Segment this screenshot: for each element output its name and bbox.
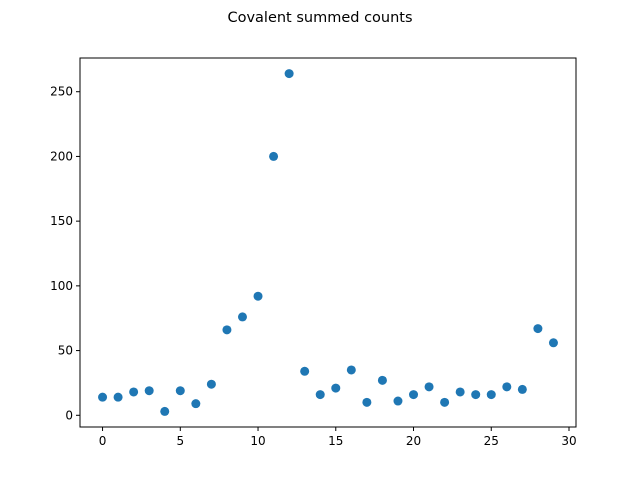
data-point bbox=[517, 384, 527, 394]
x-tick-label: 30 bbox=[561, 434, 576, 448]
y-tick-label: 100 bbox=[50, 279, 73, 293]
y-tick-label: 50 bbox=[58, 344, 73, 358]
data-point bbox=[486, 390, 496, 400]
data-point bbox=[440, 397, 450, 407]
x-axis: 0 5 10 15 20 25 30 bbox=[99, 427, 577, 448]
y-tick-label: 250 bbox=[50, 85, 73, 99]
y-tick-label: 200 bbox=[50, 149, 73, 163]
data-point bbox=[393, 396, 403, 406]
data-point bbox=[300, 366, 310, 376]
x-tick-label: 10 bbox=[250, 434, 265, 448]
plot-area bbox=[79, 57, 577, 428]
data-point bbox=[315, 390, 325, 400]
x-tick-label: 25 bbox=[484, 434, 499, 448]
data-points bbox=[98, 69, 558, 416]
data-point bbox=[191, 399, 201, 409]
data-point bbox=[144, 386, 154, 396]
data-point bbox=[222, 325, 232, 335]
y-tick-label: 0 bbox=[65, 408, 73, 422]
data-point bbox=[284, 69, 294, 79]
data-point bbox=[409, 390, 419, 400]
y-tick-label: 150 bbox=[50, 214, 73, 228]
data-point bbox=[346, 365, 356, 375]
data-point bbox=[113, 392, 123, 402]
y-axis: 0 50 100 150 200 250 bbox=[50, 85, 80, 422]
data-point bbox=[377, 375, 387, 385]
data-point bbox=[269, 151, 279, 161]
x-tick-label: 15 bbox=[328, 434, 343, 448]
data-point bbox=[129, 387, 139, 397]
data-point bbox=[237, 312, 247, 322]
x-tick-label: 20 bbox=[406, 434, 421, 448]
data-point bbox=[548, 338, 558, 348]
data-point bbox=[206, 379, 216, 389]
chart-title: Covalent summed counts bbox=[227, 10, 412, 26]
data-point bbox=[160, 406, 170, 416]
data-point bbox=[502, 382, 512, 392]
x-tick-label: 0 bbox=[99, 434, 107, 448]
data-point bbox=[253, 291, 263, 301]
x-tick-label: 5 bbox=[176, 434, 184, 448]
data-point bbox=[533, 324, 543, 334]
data-point bbox=[98, 392, 108, 402]
data-point bbox=[175, 386, 185, 396]
data-point bbox=[471, 390, 481, 400]
data-point bbox=[424, 382, 434, 392]
data-point bbox=[455, 387, 465, 397]
data-point bbox=[362, 397, 372, 407]
data-point bbox=[331, 383, 341, 393]
